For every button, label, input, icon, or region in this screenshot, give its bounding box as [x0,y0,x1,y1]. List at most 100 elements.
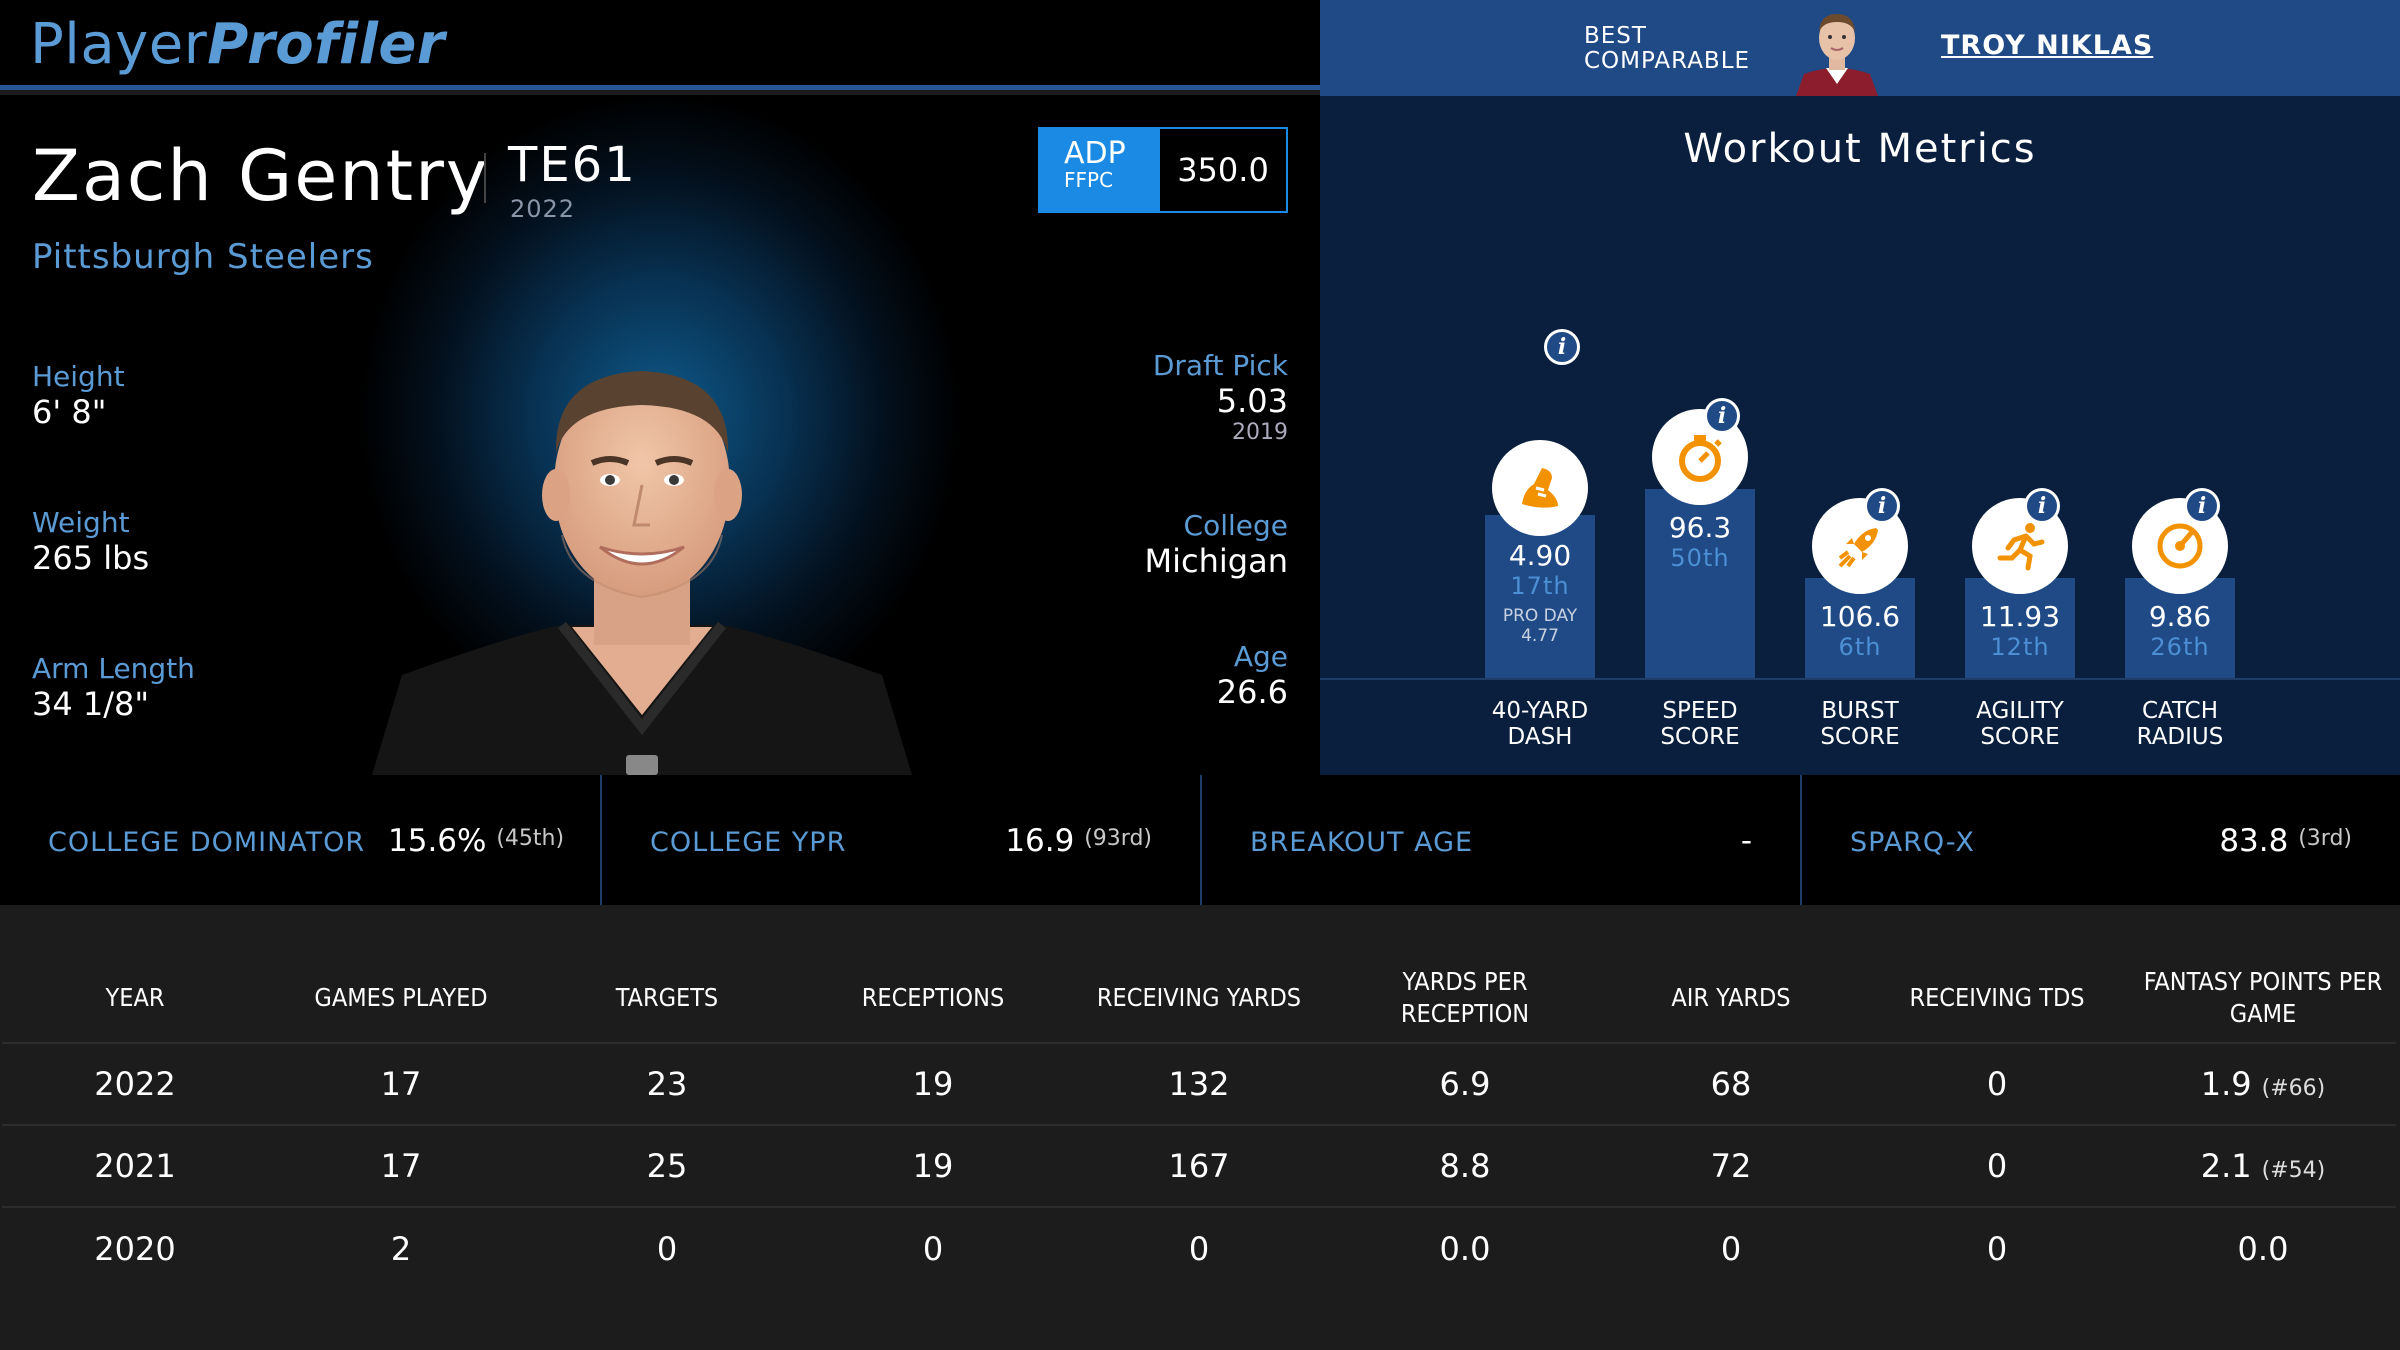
college-dominator-block[interactable]: COLLEGE DOMINATOR 15.6% (45th) [0,775,600,905]
metric-bar-agility-score[interactable]: 11.93 12th [1965,578,2075,678]
sparq-x-label: SPARQ-X [1850,827,1975,858]
adp-badge: ADP FFPC 350.0 [1038,127,1288,213]
column-header[interactable]: YEAR [2,953,268,1044]
pro-day-value: 4.77 [1521,626,1559,646]
adp-label-box: ADP FFPC [1040,129,1160,211]
table-cell: 2022 [2,1043,268,1126]
metric-label: 40-YARD DASH [1491,698,1589,750]
college-ypr-label: COLLEGE YPR [650,827,847,858]
comparable-avatar[interactable] [1796,4,1878,96]
table-cell: 17 [268,1125,534,1208]
season-year: 2022 [510,195,576,223]
info-icon-speed-score[interactable]: i [1704,398,1740,434]
table-cell: 0 [1864,1043,2130,1126]
player-card: Zach Gentry TE61 2022 Pittsburgh Steeler… [0,95,1320,775]
table-cell: 167 [1066,1125,1332,1208]
metric-bar-burst-score[interactable]: 106.6 6th [1805,578,1915,678]
table-cell: 25 [534,1125,800,1208]
metric-value: 96.3 [1668,511,1732,544]
table-cell: 2020 [94,1229,176,1268]
table-cell: 0 [1986,1229,2008,1268]
column-header[interactable]: AIR YARDS [1598,953,1864,1044]
college-ypr-block[interactable]: COLLEGE YPR 16.9 (93rd) [600,775,1200,905]
sparq-x-block[interactable]: SPARQ-X 83.8 (3rd) [1800,775,2400,905]
title-divider [484,153,486,203]
column-header[interactable]: FANTASY POINTS PER GAME [2130,953,2396,1044]
table-cell: 72 [1598,1125,1864,1208]
metric-label: AGILITY SCORE [1976,698,2064,750]
stat-label: Age [1233,640,1288,673]
sparq-x-value: 83.8 (3rd) [2219,823,2352,859]
metric-label: BURST SCORE [1820,698,1900,750]
info-icon-catch-radius[interactable]: i [2184,488,2220,524]
table-cell: 0 [1720,1229,1742,1268]
college-ypr-value: 16.9 (93rd) [1005,823,1152,859]
table-cell: 6.9 [1332,1043,1598,1126]
weight-stat: Weight 265 lbs [32,506,149,577]
column-header[interactable]: TARGETS [534,953,800,1044]
fantasy-rank: (#54) [2261,1158,2326,1183]
site-logo[interactable]: PlayerProfiler [30,12,446,77]
column-header[interactable]: RECEIVING TDS [1864,953,2130,1044]
table-cell: 0 [1188,1229,1210,1268]
adp-value: 350.0 [1177,151,1269,189]
table-cell: 68 [1598,1043,1864,1126]
workout-metrics-title: Workout Metrics [1683,126,2037,172]
stat-label: College [1183,509,1288,542]
table-cell: 0.0 [2237,1229,2289,1268]
info-icon-burst-score[interactable]: i [1864,488,1900,524]
info-icon-40-yard-dash[interactable]: i [1544,329,1580,365]
info-icon-agility-score[interactable]: i [2024,488,2060,524]
stat-value: 26.6 [1216,673,1288,711]
column-header[interactable]: YARDS PER RECEPTION [1332,953,1598,1044]
metric-value: 11.93 [1979,600,2061,633]
arm-length-stat: Arm Length 34 1/8" [32,652,195,723]
column-header[interactable]: RECEIVING YARDS [1066,953,1332,1044]
table-cell: 0 [1864,1125,2130,1208]
breakout-age-block[interactable]: BREAKOUT AGE - [1200,775,1800,905]
player-headshot [372,335,912,775]
running-shoe-icon [1492,440,1588,536]
season-stats-table: YEAR GAMES PLAYED TARGETS RECEPTIONS REC… [2,953,2396,1289]
team-name[interactable]: Pittsburgh Steelers [32,237,374,277]
metric-label: CATCH RADIUS [2136,698,2224,750]
header-bar: PlayerProfiler [0,0,1320,90]
pro-day-label: PRO DAY [1502,606,1578,626]
workout-metrics-panel: Workout Metrics 4.90 17th PRO DAY 4.77 i… [1320,96,2400,775]
stat-value: 34 1/8" [32,685,150,723]
table-cell: 132 [1066,1043,1332,1126]
metric-bar-speed-score[interactable]: 96.3 50th [1645,489,1755,678]
column-header[interactable]: RECEPTIONS [800,953,1066,1044]
college-metrics-strip: COLLEGE DOMINATOR 15.6% (45th) COLLEGE Y… [0,775,2400,905]
adp-source: FFPC [1064,168,1114,192]
metric-bar-catch-radius[interactable]: 9.86 26th [2125,578,2235,678]
position-rank: TE61 [508,137,637,193]
height-stat: Height 6' 8" [32,360,125,431]
draft-pick-stat: Draft Pick 5.03 2019 [1153,349,1288,445]
table-row: 2021 17 25 19 167 8.8 72 0 2.1 (#54) [2,1125,2396,1208]
stat-label: Height [32,360,125,393]
comparable-player-link[interactable]: TROY NIKLAS [1941,30,2154,61]
breakout-age-value: - [1740,823,1752,859]
table-row: 2020 2 0 0 0 0.0 0 0 0.0 [2,1207,2396,1289]
column-header[interactable]: GAMES PLAYED [268,953,534,1044]
table-cell: 23 [534,1043,800,1126]
bar-baseline [1320,678,2400,680]
college-dominator-label: COLLEGE DOMINATOR [48,827,366,858]
stat-label: Weight [32,506,130,539]
metric-percentile: 17th [1510,572,1570,600]
stat-value: 265 lbs [32,539,150,577]
table-cell: 19 [800,1125,1066,1208]
table-header-row: YEAR GAMES PLAYED TARGETS RECEPTIONS REC… [2,953,2396,1044]
metric-percentile: 26th [2150,633,2210,661]
metric-bar-40-yard-dash[interactable]: 4.90 17th PRO DAY 4.77 [1485,515,1595,678]
player-name: Zach Gentry [32,135,490,217]
adp-label: ADP [1064,136,1126,171]
metric-label: SPEED SCORE [1660,698,1740,750]
breakout-age-label: BREAKOUT AGE [1250,827,1474,858]
best-comparable-label: BEST COMPARABLE [1584,23,1751,74]
college-stat: College Michigan [1145,509,1288,580]
metric-percentile: 6th [1838,633,1882,661]
table-cell: 19 [800,1043,1066,1126]
